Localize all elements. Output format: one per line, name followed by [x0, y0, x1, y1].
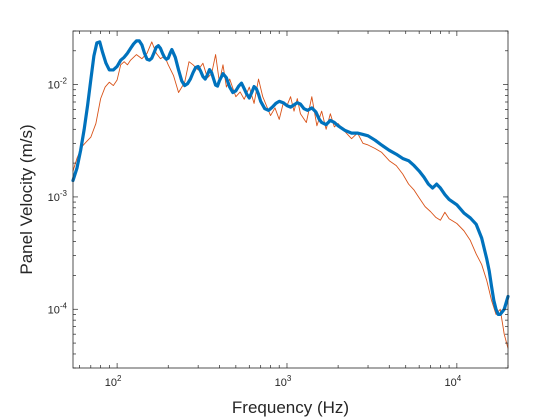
plot-area: 102 103 104 10-4 10-3 10-2: [48, 30, 510, 389]
plot-background: [73, 31, 508, 368]
x-tick-label: 104: [445, 374, 462, 389]
y-tick-label: 10-2: [48, 77, 68, 92]
series-layer: [71, 39, 510, 349]
y-tick-label: 10-4: [48, 301, 68, 316]
x-axis-title: Frequency (Hz): [232, 398, 349, 417]
x-tick-label: 102: [105, 374, 122, 389]
y-axis-title: Panel Velocity (m/s): [17, 124, 36, 274]
plot-frame: [72, 30, 509, 369]
series-1-line: [72, 41, 509, 349]
y-tick-label: 10-3: [48, 189, 68, 204]
series-2-line: [71, 39, 510, 316]
tick-layer: 102 103 104 10-4 10-3 10-2: [48, 30, 509, 389]
x-tick-label: 103: [275, 374, 292, 389]
